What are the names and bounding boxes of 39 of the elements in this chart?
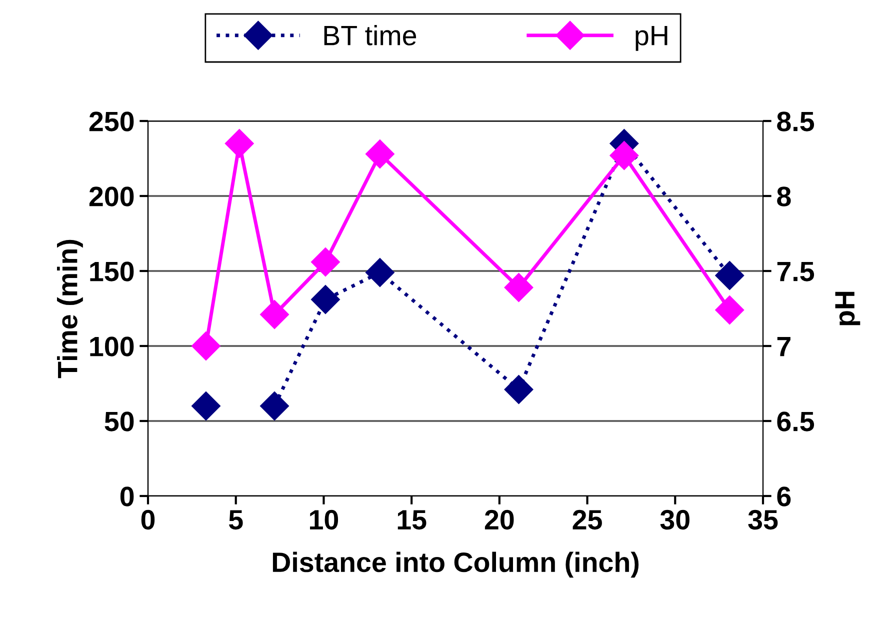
y2-tick-label: 7.5 xyxy=(777,262,814,282)
y-tick-label: 200 xyxy=(89,186,134,206)
point xyxy=(610,141,639,170)
y-tick-label: 50 xyxy=(104,412,134,432)
point xyxy=(504,273,534,302)
x-tick-label: 25 xyxy=(572,510,602,530)
x-tick-label: 5 xyxy=(228,510,243,530)
point xyxy=(311,248,340,276)
point xyxy=(260,300,289,329)
point xyxy=(192,332,220,360)
x-tick-label: 35 xyxy=(748,510,778,530)
legend-label: BT time xyxy=(324,25,416,46)
point xyxy=(715,261,744,290)
y2-tick-label: 8 xyxy=(777,186,791,206)
point xyxy=(192,392,220,420)
point xyxy=(224,129,254,158)
x-tick-label: 15 xyxy=(398,510,426,530)
y2-tick-label: 6.5 xyxy=(777,412,814,432)
x-tick-label: 20 xyxy=(484,510,514,530)
y-tick-label: 100 xyxy=(90,336,134,356)
legend-label: pH xyxy=(636,26,668,51)
y-tick-label: 250 xyxy=(89,112,134,132)
point xyxy=(366,140,394,168)
y2-tick-label: 6 xyxy=(777,486,791,506)
y2-tick-label: 8.5 xyxy=(777,112,814,132)
x-tick-label: 30 xyxy=(660,510,690,530)
point xyxy=(311,285,340,314)
y-axis-title: Time (min) xyxy=(57,240,83,378)
point xyxy=(504,375,534,404)
x-axis-title: Distance into Column (inch) xyxy=(272,552,639,578)
x-tick-label: 10 xyxy=(310,510,338,530)
y-tick-label: 0 xyxy=(120,486,134,506)
x-tick-label: 0 xyxy=(141,510,155,530)
y-tick-label: 150 xyxy=(90,262,134,282)
point xyxy=(715,296,744,324)
point xyxy=(260,392,289,420)
point xyxy=(366,258,394,287)
y2-axis-title: pH xyxy=(835,292,860,326)
y2-tick-label: 7 xyxy=(777,336,790,356)
